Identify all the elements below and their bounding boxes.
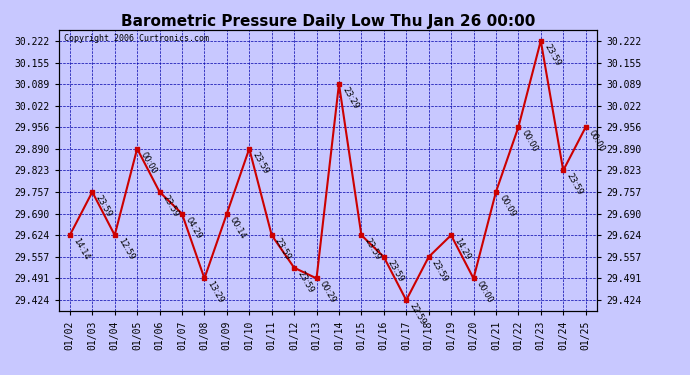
Text: 23:29: 23:29 <box>340 86 360 111</box>
Text: 23:59: 23:59 <box>363 237 382 262</box>
Text: 23:59: 23:59 <box>564 172 584 197</box>
Text: 13:29: 13:29 <box>206 280 226 305</box>
Text: 23:59: 23:59 <box>542 42 562 67</box>
Text: 00:09: 00:09 <box>497 193 517 218</box>
Text: Copyright 2006 Curtronics.com: Copyright 2006 Curtronics.com <box>64 34 209 43</box>
Text: 00:00: 00:00 <box>520 129 540 154</box>
Text: 12:59: 12:59 <box>116 237 136 262</box>
Text: 23:59: 23:59 <box>250 150 270 175</box>
Text: 00:29: 00:29 <box>318 280 337 305</box>
Text: 00:00: 00:00 <box>475 280 495 305</box>
Text: 00:00: 00:00 <box>139 150 158 175</box>
Text: 23:59: 23:59 <box>385 258 405 284</box>
Text: 14:14: 14:14 <box>71 237 91 262</box>
Text: 23:59: 23:59 <box>273 237 293 262</box>
Text: 23:59: 23:59 <box>430 258 450 284</box>
Title: Barometric Pressure Daily Low Thu Jan 26 00:00: Barometric Pressure Daily Low Thu Jan 26… <box>121 14 535 29</box>
Text: 04:29: 04:29 <box>184 215 203 240</box>
Text: 23:59: 23:59 <box>295 269 315 294</box>
Text: 23:59: 23:59 <box>161 193 181 219</box>
Text: 00:00: 00:00 <box>587 129 607 154</box>
Text: 22:59: 22:59 <box>408 302 427 327</box>
Text: 14:29: 14:29 <box>453 237 472 262</box>
Text: 00:14: 00:14 <box>228 215 248 240</box>
Text: 23:59: 23:59 <box>94 193 113 219</box>
